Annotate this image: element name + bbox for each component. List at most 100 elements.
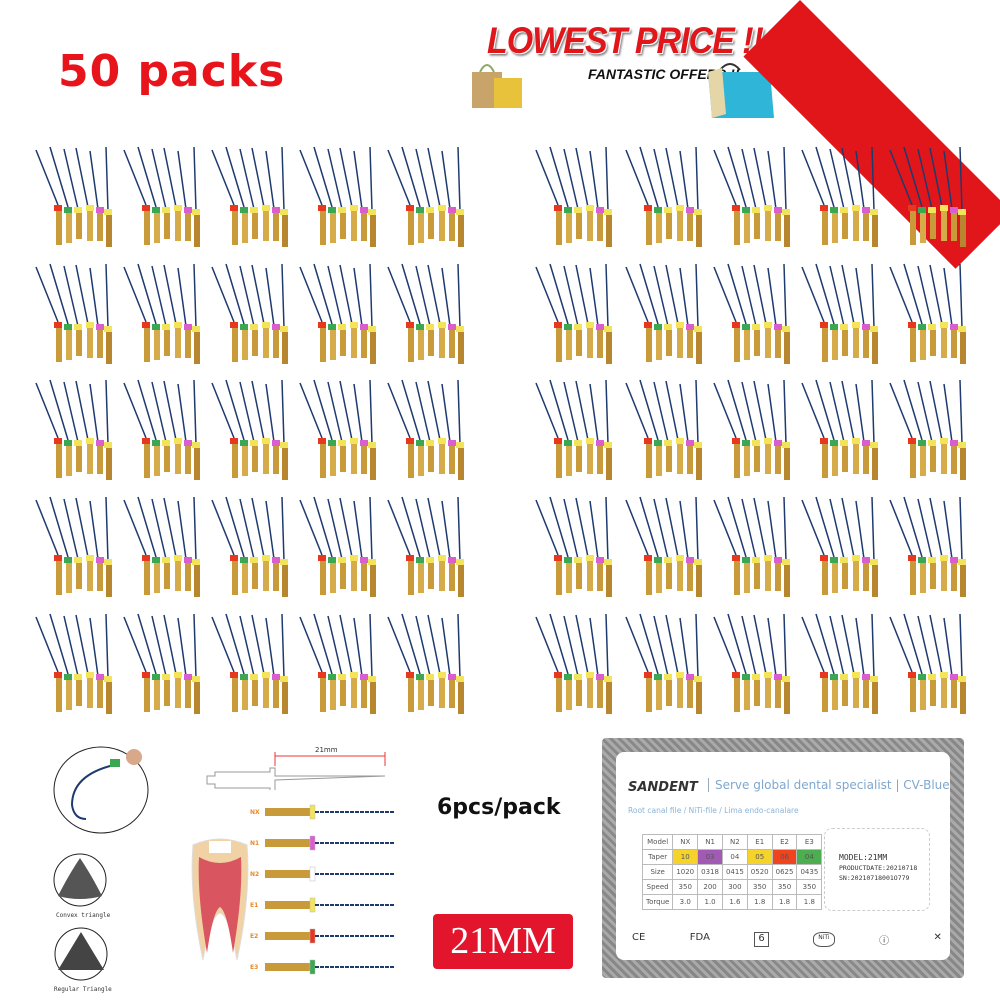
file-bundle [708,612,803,722]
size-badge: 21MM [433,914,573,969]
spec-cell: 0625 [771,864,798,880]
file-bundle [30,612,125,722]
file-bundle [796,495,891,605]
file-bundle [620,378,715,488]
file-bundle [206,612,301,722]
file-label: N1 [250,840,260,847]
spec-cell: N1 [697,834,723,850]
file-label: E3 [250,964,259,971]
file-bundle [530,262,625,372]
file-bundle [294,378,389,488]
file-bundle [884,495,979,605]
file-label: E2 [250,933,259,940]
curved-file-photo [52,745,150,835]
endo-file [265,866,405,886]
endo-file [265,835,405,855]
product-date: PRODUCTDATE:20210718 [839,864,918,872]
file-bundle [620,495,715,605]
spec-cell: 350 [771,879,798,895]
batch-stamp: MODEL:21MM PRODUCTDATE:20210718 SN:20210… [824,828,930,911]
no-reuse-icon: ✕ [933,932,942,943]
file-bundle [620,612,715,722]
file-bundle [708,495,803,605]
product-package: SANDENT Serve global dental specialist |… [602,738,964,978]
serial-number: SN:20210718001O779 [839,874,910,882]
file-bundle [118,612,213,722]
spec-cell: 06 [771,849,798,865]
file-bundle [884,262,979,372]
file-bundle [30,145,125,255]
spec-cell: 0415 [721,864,748,880]
spec-cell: N2 [721,834,748,850]
file-bundle [796,612,891,722]
file-bundle [294,145,389,255]
fda-mark: FDA [689,932,710,943]
file-bundle [118,262,213,372]
slogan: Serve global dental specialist | CV-Blue [708,778,950,792]
spec-row: Taper 10 03 04 05 06 04 [641,849,823,865]
file-bundle [206,145,301,255]
spec-table: Model NX N1 N2 E1 E2 E3 Taper 10 03 04 05 06 04 Size 10… [641,834,823,910]
certification-marks: CE FDA 6 NiTi ⓘ ✕ [632,932,942,947]
file-bundle [118,145,213,255]
spec-cell: E1 [746,834,773,850]
file-bundle [708,378,803,488]
fantastic-offers-text: FANTASTIC OFFERS !! [588,66,740,82]
shopping-bag-icon [700,60,780,120]
model-text: MODEL:21MM [839,853,888,862]
spec-cell: 200 [697,879,723,895]
file-bundle [118,495,213,605]
info-icon: ⓘ [879,936,890,947]
brand-logo: SANDENT [628,780,698,795]
file-bundle [382,262,477,372]
tooth-illustration [185,835,255,965]
spec-row-label: Taper [641,849,674,865]
spec-cell: 1020 [672,864,699,880]
length-label: 21mm [312,746,341,754]
file-bundle [206,262,301,372]
file-label: N2 [250,871,260,878]
spec-row: Model NX N1 N2 E1 E2 E3 [641,834,823,850]
spec-cell: 300 [721,879,748,895]
file-bundle [796,145,891,255]
convex-triangle-caption: Convex triangle [56,912,111,919]
file-bundle [206,378,301,488]
product-subtitle: Root canal file / NiTi-file / Lima endo-… [628,806,799,815]
spec-cell: 03 [697,849,723,865]
spec-cell: 350 [672,879,699,895]
file-bundle [294,612,389,722]
spec-cell: 350 [746,879,773,895]
spec-cell: 1.8 [771,894,798,910]
file-bundle [884,145,979,255]
spec-row: Speed 350 200 300 350 350 350 [641,879,823,895]
file-label: NX [250,809,260,816]
ce-mark: CE [632,932,646,943]
file-bundle [796,262,891,372]
file-bundle [530,145,625,255]
shopping-bags-icon [468,58,528,110]
file-bundle [382,612,477,722]
spec-cell: 05 [746,849,773,865]
file-bundle [382,378,477,488]
slogan-text: Serve global dental specialist [715,778,892,792]
file-bundle [118,378,213,488]
spec-cell: 350 [796,879,823,895]
file-bundle [382,145,477,255]
file-dimension-diagram [205,750,395,793]
package-label: SANDENT Serve global dental specialist |… [616,752,950,960]
endo-file [265,959,405,979]
spec-row-label: Speed [641,879,674,895]
convex-triangle-icon [52,852,108,908]
file-bundle [708,145,803,255]
spec-cell: 04 [721,849,748,865]
file-bundle [30,378,125,488]
spec-cell: 1.6 [721,894,748,910]
regular-triangle-icon [52,926,110,982]
file-bundle [30,495,125,605]
endo-file [265,928,405,948]
niti-mark: NiTi [813,932,835,947]
file-label: E1 [250,902,259,909]
file-bundle [884,378,979,488]
series-name: CV-Blue [903,778,950,792]
box-count-icon: 6 [754,932,769,947]
